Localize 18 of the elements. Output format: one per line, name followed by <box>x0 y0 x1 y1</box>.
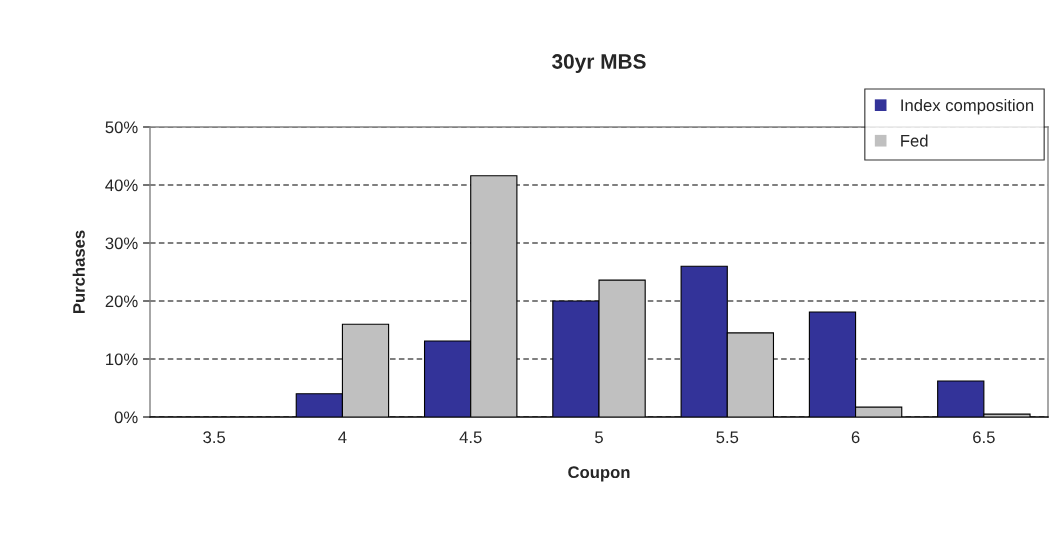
legend-label: Fed <box>901 134 928 147</box>
x-tick-label: 5 <box>595 431 603 444</box>
chart-title: 30yr MBS <box>552 54 646 73</box>
x-tick-label: 5.5 <box>716 431 739 444</box>
y-tick-label: 0% <box>114 411 138 424</box>
y-tick-label: 50% <box>105 121 138 134</box>
y-tick-label: 20% <box>105 295 138 308</box>
y-tick-label: 10% <box>106 353 138 366</box>
y-tick-label: 30% <box>105 237 138 250</box>
x-tick-label: 6 <box>851 431 860 444</box>
x-tick-label: 4 <box>338 431 347 443</box>
y-tick-label: 40% <box>105 179 138 192</box>
x-tick-label: 4.5 <box>459 431 482 444</box>
x-tick-label: 3.5 <box>203 431 226 444</box>
y-axis-title: Purchases <box>72 230 85 314</box>
legend-label: Index composition <box>901 98 1034 115</box>
x-tick-label: 6.5 <box>973 431 995 444</box>
x-axis-title: Coupon <box>568 466 630 482</box>
